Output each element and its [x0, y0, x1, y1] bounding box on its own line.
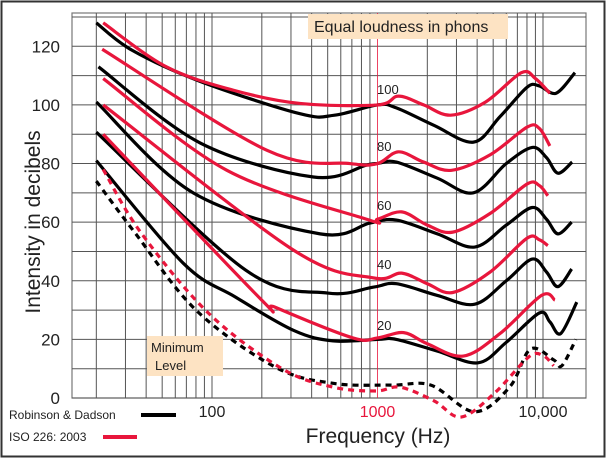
curves: [95, 21, 579, 419]
curve-iso-80: [101, 47, 552, 173]
y-tick-label: 80: [41, 155, 60, 174]
curve-rd-40: [95, 131, 573, 307]
curve-iso-100: [102, 21, 552, 117]
minimum-label-line2: Level: [155, 358, 186, 373]
x-tick-label: 1000: [360, 404, 396, 421]
y-tick-labels: 0 20 40 60 80 100 120: [32, 37, 60, 408]
y-tick-label: 120: [32, 37, 60, 56]
grid: [71, 12, 587, 399]
phon-labels: 100 80 60 40 20: [377, 82, 399, 333]
y-tick-label: 40: [41, 272, 60, 291]
y-tick-label: 0: [51, 389, 60, 408]
y-tick-label: 100: [32, 96, 60, 115]
curve-iso-60: [102, 77, 550, 235]
legend-label-iso-226: ISO 226: 2003: [9, 430, 87, 444]
phon-label-60: 60: [377, 198, 391, 213]
phon-label-80: 80: [377, 139, 391, 154]
y-tick-label: 20: [41, 330, 60, 349]
legend-label-robinson-dadson: Robinson & Dadson: [9, 408, 116, 422]
legend: Robinson & Dadson ISO 226: 2003: [9, 408, 176, 444]
curve-iso-20: [102, 133, 556, 358]
minimum-level-box: [147, 336, 223, 376]
curve-iso-minimum: [101, 168, 555, 419]
y-axis-label: Intensity in decibels: [22, 130, 45, 313]
minimum-label-line1: Minimum: [151, 340, 204, 355]
curve-rd-minimum: [95, 180, 578, 414]
curve-rd-20: [95, 159, 579, 365]
title-box: [308, 14, 508, 39]
x-axis-label: Frequency (Hz): [306, 425, 451, 448]
y-tick-label: 60: [41, 213, 60, 232]
phon-label-20: 20: [377, 318, 391, 333]
phon-label-40: 40: [377, 257, 391, 272]
x-tick-label: 100: [199, 404, 226, 421]
x-tick-labels: 100 1000 10,000: [199, 404, 568, 421]
annotation-title: Equal loudness in phons: [314, 19, 488, 36]
curve-rd-80: [97, 65, 574, 195]
curve-iso-40: [102, 103, 549, 295]
x-tick-label: 10,000: [519, 404, 568, 421]
phon-label-100: 100: [377, 82, 399, 97]
